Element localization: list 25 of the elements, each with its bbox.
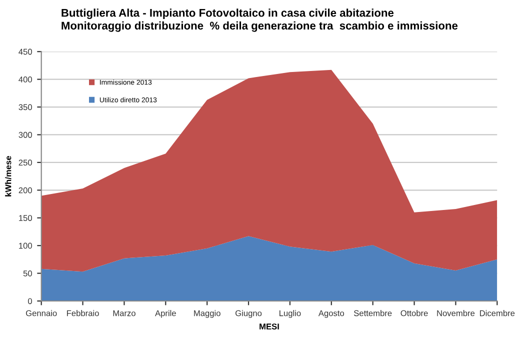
x-tick-label: Gennaio xyxy=(26,310,57,316)
y-axis-title: kWh/mese xyxy=(5,156,12,196)
x-tick-label: Aprile xyxy=(155,310,176,318)
y-tick-label: 350 xyxy=(18,104,32,110)
y-tick-label: 150 xyxy=(19,215,32,221)
y-tick-label: 300 xyxy=(18,132,32,138)
y-tick-label: 200 xyxy=(18,187,32,194)
x-tick-label: Ottobre xyxy=(400,310,428,316)
x-tick-label: Maggio xyxy=(194,310,220,318)
x-tick-label: Novembre xyxy=(437,310,475,316)
y-tick-label: 0 xyxy=(28,298,32,304)
y-tick-label: 400 xyxy=(18,76,32,82)
y-tick-label: 50 xyxy=(23,270,32,276)
chart-title: Buttigliera Alta - Impianto Fotovoltaico in casa civile abitazione Monitoraggio distribuzione % deila generazione tra scambio e immissione xyxy=(62,8,458,32)
x-axis-title: MESI xyxy=(260,324,279,330)
y-tick-label: 250 xyxy=(18,160,32,166)
x-tick-label: Giugno xyxy=(236,310,262,318)
x-tick-label: Marzo xyxy=(113,310,136,316)
x-tick-label: Luglio xyxy=(280,310,301,318)
y-tick-label: 100 xyxy=(19,242,32,249)
x-tick-label: Febbraio xyxy=(67,310,99,316)
x-tick-label: Settembre xyxy=(354,310,392,316)
x-tick-label: Dicembre xyxy=(480,310,515,316)
y-tick-label: 450 xyxy=(18,48,32,55)
x-tick-label: Agosto xyxy=(318,310,344,318)
